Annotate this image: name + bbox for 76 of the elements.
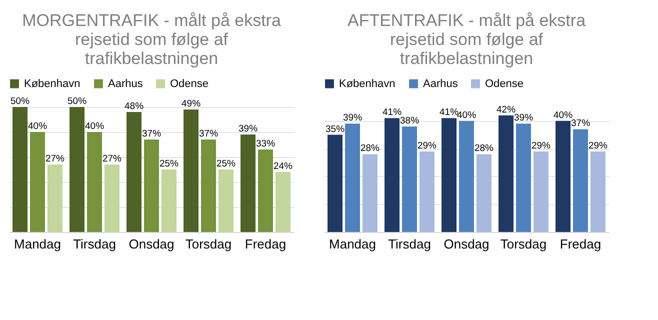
bar — [258, 150, 273, 232]
data-label: 39% — [514, 112, 534, 124]
data-label: 38% — [400, 115, 420, 126]
x-tick-label: Onsdag — [128, 236, 174, 252]
bar — [144, 140, 159, 232]
bar — [104, 164, 120, 232]
legend-label: København — [24, 78, 80, 90]
bar — [328, 134, 343, 232]
bar — [275, 172, 290, 232]
data-label: 42% — [496, 104, 516, 116]
bar — [184, 110, 199, 232]
bar — [476, 154, 492, 232]
bar — [240, 134, 256, 232]
bar — [533, 151, 548, 232]
x-tick-label: Fredag — [560, 236, 602, 252]
data-label: 50% — [10, 96, 30, 107]
data-label: 29% — [417, 140, 438, 152]
data-label: 24% — [273, 161, 294, 172]
bar — [590, 151, 606, 232]
bar — [87, 132, 102, 232]
data-label: 27% — [102, 154, 122, 164]
data-label: 27% — [45, 154, 66, 164]
data-label: 39% — [342, 112, 363, 124]
bar — [30, 132, 45, 232]
data-label: 37% — [570, 118, 591, 130]
data-label: 25% — [216, 158, 236, 170]
data-label: 40% — [554, 110, 574, 121]
bar — [70, 107, 85, 232]
bar — [161, 170, 176, 232]
data-label: 29% — [531, 140, 552, 152]
legend-label: Odense — [170, 78, 209, 90]
bar — [442, 118, 457, 232]
legend-label: Aarhus — [423, 78, 458, 90]
bar — [12, 107, 28, 232]
data-label: 48% — [124, 101, 144, 112]
data-label: 37% — [198, 128, 219, 140]
data-label: 41% — [382, 107, 402, 118]
data-label: 39% — [238, 124, 258, 134]
bar — [498, 115, 514, 232]
bar — [201, 140, 216, 232]
x-tick-label: Torsdag — [185, 236, 232, 252]
data-label: 33% — [256, 138, 276, 150]
bar — [419, 151, 434, 232]
bar — [362, 154, 378, 232]
legend-label: Odense — [485, 78, 524, 90]
bar — [573, 129, 588, 232]
bar — [345, 124, 360, 232]
data-label: 29% — [588, 140, 608, 152]
x-tick-label: Onsdag — [444, 236, 490, 252]
data-label: 28% — [474, 143, 494, 154]
x-tick-label: Fredag — [244, 236, 286, 252]
data-label: 25% — [159, 158, 180, 170]
legend-label: København — [339, 78, 396, 90]
bar — [47, 164, 62, 232]
data-label: 40% — [28, 121, 48, 132]
legend-label: Aarhus — [108, 78, 144, 90]
x-tick-label: Tirsdag — [388, 236, 431, 252]
data-label: 28% — [360, 143, 380, 154]
data-label: 37% — [142, 128, 162, 140]
data-label: 50% — [68, 96, 88, 107]
data-label: 35% — [326, 124, 346, 135]
bar — [556, 120, 571, 232]
x-tick-label: Mandag — [329, 236, 376, 252]
x-tick-label: Torsdag — [500, 236, 547, 252]
chart-title: AFTENTRAFIK - målt på ekstra rejsetid som følge af trafikbelastningen — [347, 11, 586, 68]
data-label: 49% — [182, 98, 202, 110]
bar — [402, 126, 417, 232]
x-tick-label: Mandag — [14, 236, 61, 252]
bar — [126, 112, 142, 232]
bar — [218, 170, 234, 232]
chart-title: MORGENTRAFIK - målt på ekstra rejsetid som følge af trafikbelastningen — [22, 11, 282, 68]
bar — [516, 124, 531, 232]
bar — [459, 120, 474, 232]
x-tick-label: Tirsdag — [73, 236, 116, 252]
data-label: 40% — [84, 121, 105, 132]
bar — [384, 118, 400, 232]
